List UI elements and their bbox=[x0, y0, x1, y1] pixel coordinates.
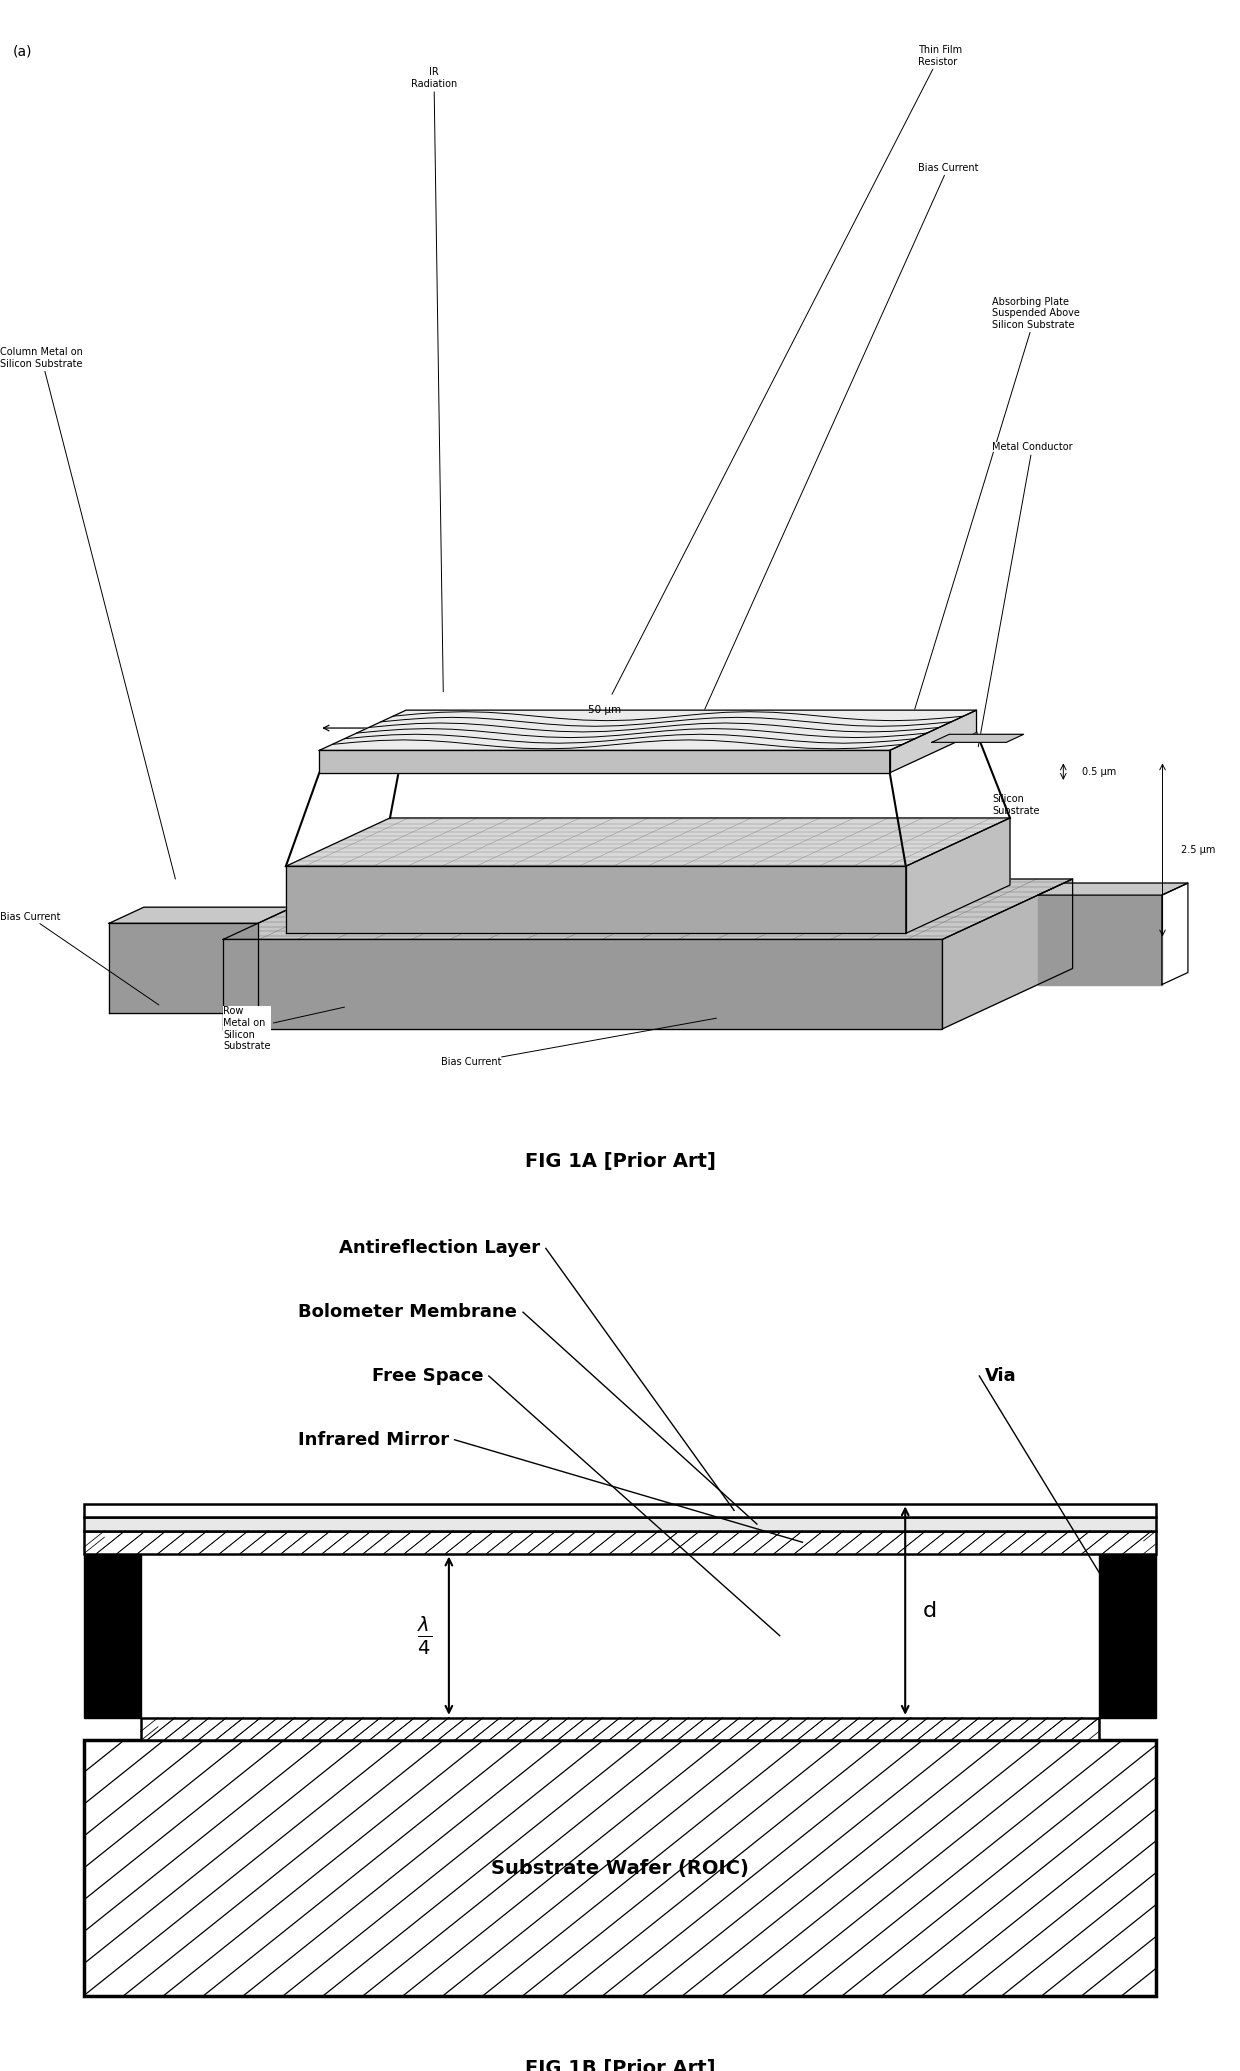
Bar bbox=[84, 1504, 1156, 1518]
Polygon shape bbox=[320, 710, 977, 750]
Text: Bias Current: Bias Current bbox=[692, 164, 978, 737]
Polygon shape bbox=[1038, 882, 1188, 895]
Polygon shape bbox=[942, 878, 1073, 1029]
Text: Bias Current: Bias Current bbox=[0, 911, 159, 1004]
Text: $\frac{\lambda}{4}$: $\frac{\lambda}{4}$ bbox=[417, 1613, 432, 1657]
Bar bbox=[84, 1518, 1156, 1530]
Polygon shape bbox=[285, 866, 905, 934]
Text: 50 µm: 50 µm bbox=[588, 704, 621, 714]
Text: (a): (a) bbox=[12, 46, 32, 58]
Bar bbox=[141, 1717, 1099, 1740]
Polygon shape bbox=[905, 818, 1009, 934]
Text: Bolometer Membrane: Bolometer Membrane bbox=[299, 1303, 517, 1321]
Bar bbox=[84, 1530, 1156, 1553]
Text: Silicon
Substrate: Silicon Substrate bbox=[983, 795, 1039, 874]
Polygon shape bbox=[285, 818, 1009, 866]
Text: Substrate Wafer (ROIC): Substrate Wafer (ROIC) bbox=[491, 1858, 749, 1878]
Text: 2.5 µm: 2.5 µm bbox=[1182, 845, 1215, 855]
Text: Thin Film
Resistor: Thin Film Resistor bbox=[613, 46, 962, 694]
Polygon shape bbox=[890, 710, 977, 772]
Text: FIG 1B [Prior Art]: FIG 1B [Prior Art] bbox=[525, 2059, 715, 2071]
Text: Free Space: Free Space bbox=[372, 1367, 484, 1385]
Polygon shape bbox=[223, 878, 1073, 940]
Text: d: d bbox=[923, 1601, 936, 1622]
Text: Column Metal on
Silicon Substrate: Column Metal on Silicon Substrate bbox=[0, 348, 175, 878]
Polygon shape bbox=[223, 940, 942, 1029]
Text: 0.5 µm: 0.5 µm bbox=[1081, 766, 1116, 777]
Text: FIG 1A [Prior Art]: FIG 1A [Prior Art] bbox=[525, 1151, 715, 1170]
Text: Via: Via bbox=[985, 1367, 1017, 1385]
Polygon shape bbox=[109, 924, 258, 1013]
Text: Bias Current: Bias Current bbox=[441, 1019, 717, 1067]
Bar bbox=[84, 1553, 141, 1717]
Text: Infrared Mirror: Infrared Mirror bbox=[298, 1431, 449, 1450]
Polygon shape bbox=[109, 907, 293, 924]
Polygon shape bbox=[320, 750, 890, 772]
Text: IR
Radiation: IR Radiation bbox=[410, 68, 458, 692]
Polygon shape bbox=[932, 735, 1024, 741]
Polygon shape bbox=[1038, 895, 1162, 984]
Text: Row
Metal on
Silicon
Substrate: Row Metal on Silicon Substrate bbox=[223, 1007, 345, 1052]
Text: Metal Conductor: Metal Conductor bbox=[978, 443, 1073, 748]
Text: Antireflection Layer: Antireflection Layer bbox=[339, 1238, 541, 1257]
Text: Absorbing Plate
Suspended Above
Silicon Substrate: Absorbing Plate Suspended Above Silicon … bbox=[909, 296, 1080, 727]
Bar bbox=[1099, 1553, 1156, 1717]
Bar bbox=[84, 1740, 1156, 1996]
